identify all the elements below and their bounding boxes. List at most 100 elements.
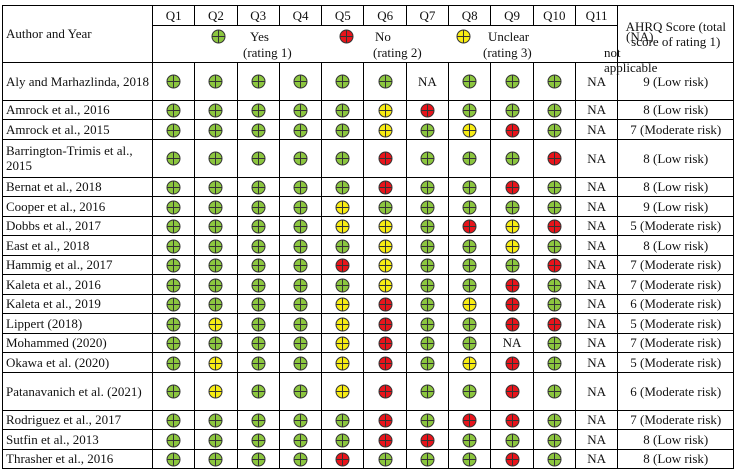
rating-text: NA — [587, 335, 606, 351]
rating — [490, 313, 534, 334]
rating — [278, 332, 323, 353]
score: 8 (Low risk) — [617, 429, 735, 450]
rating-text: NA — [587, 179, 606, 195]
data-row: Mohammed (2020) NA NA 7 (Moderate risk) — [2, 332, 735, 353]
rating — [321, 313, 365, 334]
rating-icon — [420, 123, 435, 137]
author: Aly and Marhazlinda, 2018 — [2, 61, 153, 101]
rating — [236, 99, 280, 120]
rating — [405, 448, 450, 469]
rating-icon — [462, 219, 477, 234]
rating: NA — [574, 196, 619, 217]
rating-icon — [547, 413, 562, 428]
rating — [321, 235, 365, 256]
rating — [151, 176, 196, 197]
rating — [532, 371, 576, 411]
question-header: Q9 — [490, 5, 534, 26]
rating — [532, 352, 576, 373]
rating-text: NA — [587, 296, 606, 312]
rating-icon — [462, 180, 477, 195]
score: 7 (Moderate risk) — [617, 274, 735, 295]
rating-icon — [378, 180, 393, 195]
rating-text: NA — [587, 121, 606, 137]
rating-icon — [208, 356, 223, 370]
rating-icon — [462, 103, 477, 118]
rating-icon — [166, 123, 181, 137]
rating-icon — [547, 219, 562, 234]
question-header: Q3 — [236, 5, 280, 26]
rating-icon — [462, 384, 477, 399]
rating — [194, 313, 238, 334]
rating-text: NA — [502, 335, 522, 351]
rating — [448, 448, 492, 469]
rating — [448, 119, 492, 140]
rating — [278, 371, 323, 411]
rating-icon — [251, 317, 266, 331]
rating-icon — [166, 180, 181, 195]
rating — [490, 119, 534, 140]
author: Hammig et al., 2017 — [2, 254, 153, 275]
rating-icon — [293, 452, 308, 467]
rating — [532, 235, 576, 256]
rating-icon — [378, 74, 393, 89]
rating — [363, 254, 407, 275]
rating — [490, 409, 534, 430]
rating — [151, 61, 196, 101]
rating — [194, 138, 238, 178]
legend-label: Yes — [250, 28, 269, 44]
rating — [278, 235, 323, 256]
rating-icon — [378, 356, 393, 370]
rating-text: NA — [587, 218, 606, 234]
rating — [194, 196, 238, 217]
rating — [194, 371, 238, 411]
legend-note: (rating 1) — [243, 44, 292, 60]
rating — [490, 371, 534, 411]
rating — [151, 371, 196, 411]
rating-icon — [293, 219, 308, 234]
rating — [194, 274, 238, 295]
rating-icon — [462, 317, 477, 331]
rating — [236, 352, 280, 373]
score: 6 (Moderate risk) — [617, 293, 735, 314]
rating — [490, 61, 534, 101]
rating — [405, 119, 450, 140]
rating-icon — [462, 123, 477, 137]
rating-icon — [293, 433, 308, 447]
rating: NA — [405, 61, 450, 101]
rating-icon — [166, 413, 181, 428]
rating — [321, 352, 365, 373]
rating-icon — [335, 103, 350, 118]
score: 9 (Low risk) — [617, 61, 735, 101]
rating — [321, 332, 365, 353]
rating-icon — [420, 317, 435, 331]
rating-icon — [293, 384, 308, 399]
rating-icon — [293, 258, 308, 273]
rating-icon — [293, 297, 308, 312]
data-row: Barrington-Trimis et al., 2015 NA 8 (Low r… — [2, 138, 735, 178]
rating — [448, 371, 492, 411]
rating: NA — [490, 332, 534, 353]
rating-icon — [335, 297, 350, 312]
rating — [321, 61, 365, 101]
rating-icon — [335, 384, 350, 399]
score: 7 (Moderate risk) — [617, 254, 735, 275]
rating-icon — [335, 433, 350, 447]
rating-icon — [420, 219, 435, 234]
rating — [405, 99, 450, 120]
rating-icon — [420, 384, 435, 399]
rating — [278, 352, 323, 373]
rating-icon — [251, 452, 266, 467]
rating — [321, 254, 365, 275]
rating — [321, 371, 365, 411]
rating — [278, 313, 323, 334]
rating-icon — [505, 200, 520, 214]
data-row: Aly and Marhazlinda, 2018 NA NA 9 (Low risk… — [2, 61, 735, 101]
rating-icon — [335, 278, 350, 292]
rating-icon — [378, 297, 393, 312]
rating-icon — [208, 433, 223, 447]
rating-icon — [166, 356, 181, 370]
rating-text: NA — [587, 412, 606, 428]
rating-icon — [335, 200, 350, 214]
rating — [194, 254, 238, 275]
data-row: Amrock et al., 2016 NA 8 (Low risk) — [2, 99, 735, 120]
